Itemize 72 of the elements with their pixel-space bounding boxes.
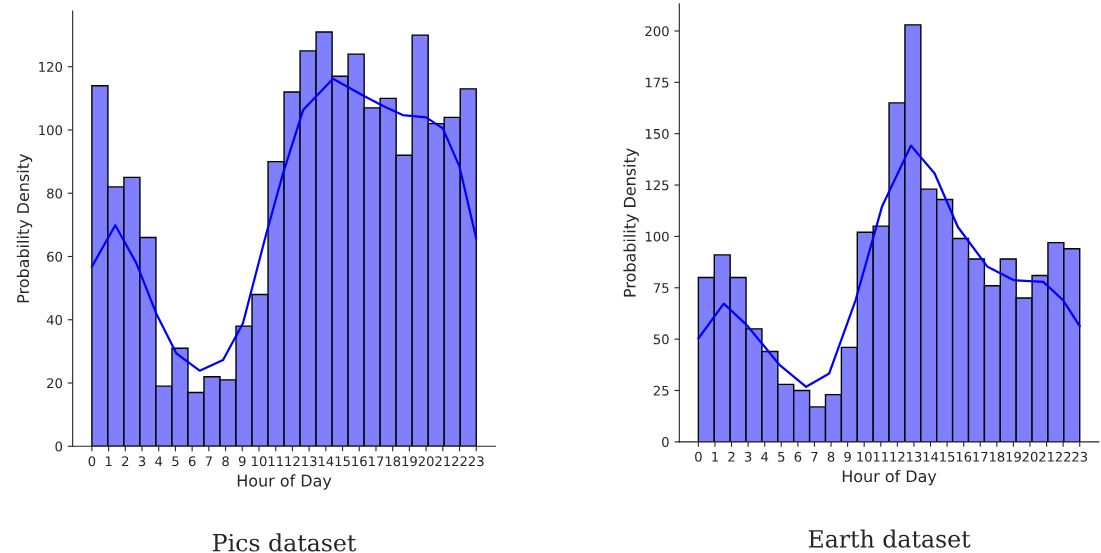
x-tick-label: 4	[761, 451, 769, 462]
x-tick-label: 5	[172, 456, 179, 467]
y-tick-label: 100	[39, 125, 63, 136]
x-tick-label: 21	[1039, 451, 1054, 462]
x-tick-label: 4	[155, 456, 163, 467]
x-tick-label: 13	[302, 456, 317, 467]
x-tick-label: 9	[844, 451, 851, 462]
x-tick-label: 23	[1072, 451, 1088, 462]
x-tick-label: 20	[418, 456, 434, 467]
y-tick-label: 75	[653, 283, 669, 293]
x-tick-label: 18	[385, 456, 401, 467]
x-axis-title: Hour of Day	[237, 474, 332, 490]
x-tick-label: 6	[794, 451, 802, 462]
y-tick-label: 40	[46, 314, 63, 325]
y-tick-label: 60	[47, 251, 63, 262]
x-tick-label: 22	[452, 456, 467, 467]
y-tick-label: 50	[653, 334, 669, 345]
y-tick-label: 125	[645, 180, 669, 191]
x-tick-label: 1	[712, 451, 718, 462]
x-tick-label: 7	[811, 451, 818, 462]
x-tick-label: 16	[352, 456, 367, 467]
x-tick-label: 12	[890, 451, 905, 462]
x-tick-label: 22	[1055, 451, 1071, 462]
text: Pics dataset	[213, 533, 357, 552]
y-tick-label: 150	[645, 128, 669, 139]
x-tick-label: 13	[906, 451, 922, 462]
y-tick-label: 120	[39, 61, 63, 72]
x-tick-label: 19	[1006, 451, 1021, 462]
x-tick-label: 1	[105, 456, 112, 467]
text: Earth dataset	[808, 529, 971, 548]
y-tick-label: 175	[645, 77, 669, 88]
x-tick-label: 15	[335, 456, 350, 467]
y-axis-title: Probability Density	[16, 154, 33, 303]
y-tick-label: 0	[55, 441, 63, 452]
x-tick-label: 2	[122, 456, 129, 467]
x-tick-label: 3	[138, 456, 146, 467]
x-tick-label: 10	[857, 451, 872, 462]
x-tick-label: 9	[238, 456, 246, 467]
y-tick-label: 20	[47, 378, 63, 389]
x-tick-label: 11	[873, 451, 888, 462]
x-tick-label: 3	[744, 451, 752, 462]
y-tick-label: 25	[653, 385, 669, 396]
x-tick-label: 8	[222, 456, 229, 467]
x-tick-label: 19	[402, 456, 417, 467]
x-tick-label: 5	[778, 451, 785, 462]
x-tick-label: 11	[268, 456, 283, 467]
x-tick-label: 14	[318, 456, 334, 467]
x-tick-label: 0	[88, 456, 96, 467]
x-tick-label: 10	[252, 456, 267, 467]
x-tick-label: 21	[435, 456, 450, 467]
line-series	[90, 77, 478, 372]
x-tick-label: 2	[728, 451, 735, 462]
y-tick-label: 0	[662, 437, 669, 448]
line-series	[697, 144, 1081, 388]
x-tick-label: 23	[468, 456, 484, 467]
x-tick-label: 17	[973, 451, 988, 462]
x-tick-label: 20	[1022, 451, 1038, 462]
x-tick-label: 16	[956, 451, 972, 462]
x-axis-title: Hour of Day	[842, 469, 937, 486]
x-tick-label: 6	[188, 456, 196, 467]
x-tick-label: 7	[205, 456, 212, 467]
x-tick-label: 18	[989, 451, 1005, 462]
y-axis-title: Probability Density	[623, 148, 639, 297]
x-tick-label: 14	[923, 451, 939, 462]
x-tick-label: 0	[695, 451, 702, 462]
x-tick-label: 17	[369, 456, 384, 467]
y-tick-label: 100	[645, 231, 669, 242]
y-tick-label: 80	[47, 188, 63, 199]
x-tick-label: 12	[285, 456, 300, 467]
x-tick-label: 8	[827, 451, 835, 462]
y-tick-label: 200	[645, 26, 669, 37]
x-tick-label: 15	[940, 451, 955, 462]
